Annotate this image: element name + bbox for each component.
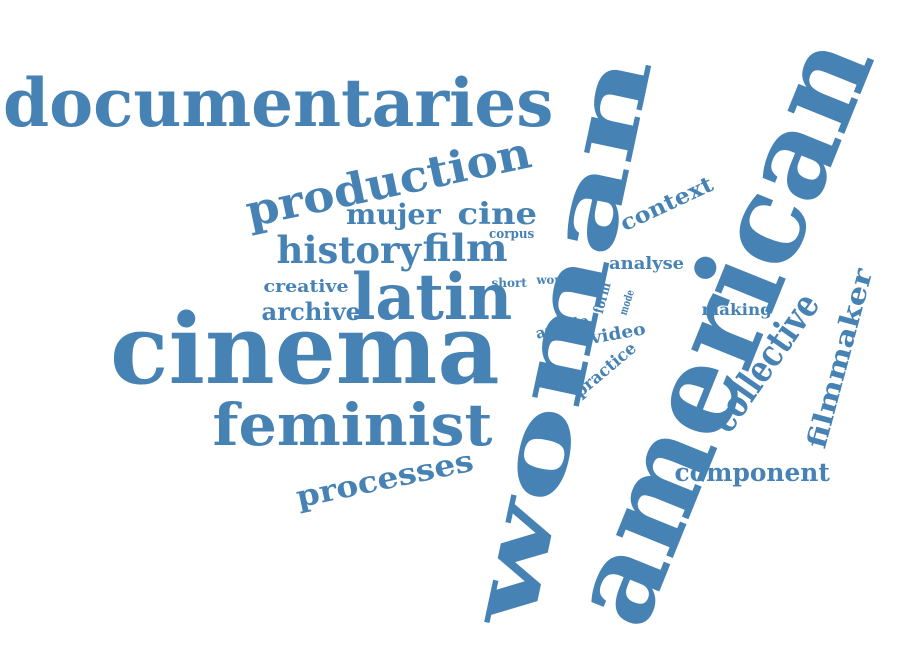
word-role: role [569,282,592,293]
word-short: short [491,276,527,290]
word-film: film [422,225,508,270]
word-documentaries: documentaries [3,64,554,142]
word-archive: archive [261,297,361,326]
word-cinema: cinema [110,293,500,406]
word-making: making [700,300,772,319]
word-cine: cine [457,197,537,232]
word-creative: creative [263,276,349,297]
word-history: history [276,227,422,272]
word-analyse: analyse [608,253,684,274]
word-feminist: feminist [211,391,492,459]
word-corpus: corpus [488,226,534,242]
word-component: component [674,457,830,487]
word-filmmaker: filmmaker [800,264,879,452]
word-mujer: mujer [345,198,441,231]
word-latin: latin [351,260,513,335]
word-work: work [535,273,568,287]
